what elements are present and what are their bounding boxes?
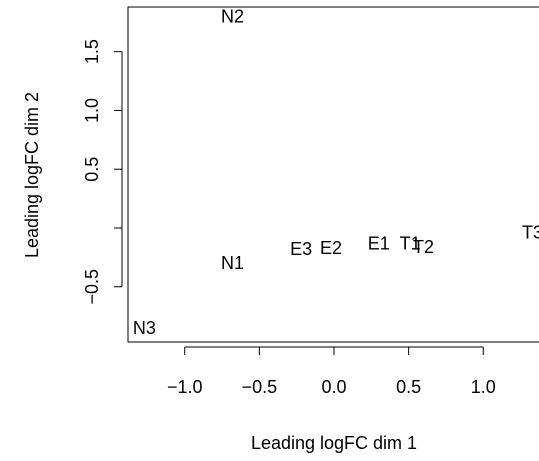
y-tick-label: 1.0 (82, 98, 102, 123)
plot-frame (127, 6, 539, 343)
point-label-n3: N3 (133, 318, 156, 338)
y-tick-label: 0.5 (82, 157, 102, 182)
x-tick-label: −0.5 (242, 377, 278, 397)
x-axis: −1.0 −0.5 0.0 0.5 1.0 (167, 346, 496, 397)
x-tick-label: −1.0 (167, 377, 203, 397)
point-label-e3: E3 (290, 239, 312, 259)
y-tick-label: 1.5 (82, 39, 102, 64)
point-label-n1: N1 (221, 253, 244, 273)
x-tick-label: 1.0 (471, 377, 496, 397)
point-label-t1: T1 (400, 233, 421, 253)
y-axis-label: Leading logFC dim 2 (22, 92, 42, 258)
x-axis-label: Leading logFC dim 1 (251, 433, 417, 453)
point-label-e1: E1 (368, 233, 390, 253)
y-axis: −0.5 0.5 1.0 1.5 (82, 39, 123, 305)
y-tick-label: −0.5 (82, 269, 102, 305)
point-label-t3: T3 (522, 223, 539, 243)
point-label-t2: T2 (413, 237, 434, 257)
x-tick-label: 0.0 (321, 377, 346, 397)
point-label-e2: E2 (320, 238, 342, 258)
point-label-n2: N2 (221, 6, 244, 26)
x-tick-label: 0.5 (396, 377, 421, 397)
